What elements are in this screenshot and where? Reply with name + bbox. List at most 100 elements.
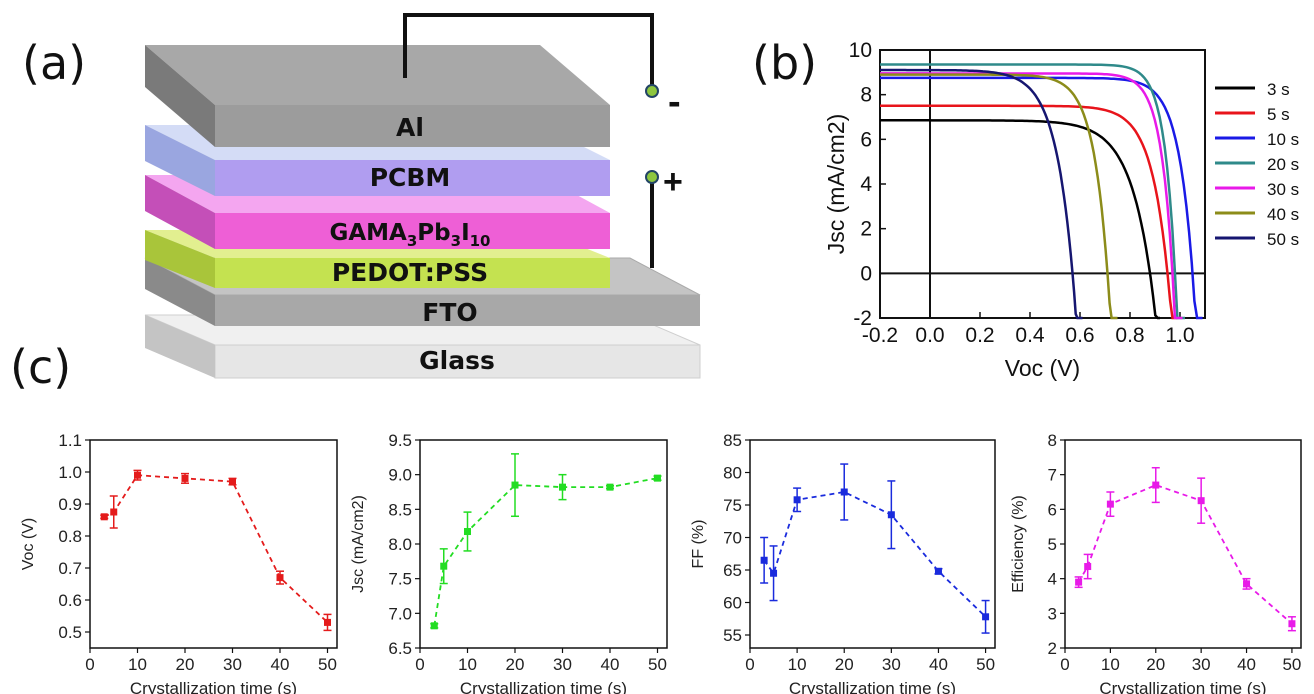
trend-line: [434, 478, 657, 626]
x-tick-label: 20: [1146, 655, 1165, 674]
x-tick-label: 10: [788, 655, 807, 674]
x-tick-label: 0.8: [1115, 324, 1144, 347]
jv-series-30s: [880, 73, 1183, 318]
x-tick-label: 20: [176, 655, 195, 674]
data-point: [229, 478, 236, 485]
y-tick-label: 7.5: [388, 570, 412, 589]
y-tick-label: 6.5: [388, 639, 412, 658]
x-axis-label: Crystallization time (s): [130, 679, 297, 694]
y-tick-label: 0.6: [58, 591, 82, 610]
data-point: [761, 557, 768, 564]
positive-sign: +: [663, 163, 683, 201]
x-tick-label: 50: [976, 655, 995, 674]
y-tick-label: 0.8: [58, 527, 82, 546]
y-tick-label: 4: [1048, 570, 1057, 589]
data-point: [559, 484, 566, 491]
jv-series-40s: [880, 75, 1118, 318]
data-point: [1107, 501, 1114, 508]
x-tick-label: 0.6: [1065, 324, 1094, 347]
y-tick-label: 65: [723, 561, 742, 580]
x-tick-label: 0.4: [1015, 324, 1045, 347]
y-tick-label: 7: [1048, 466, 1057, 485]
y-tick-label: 9.5: [388, 431, 412, 450]
voc-vs-time-chart: 0 10 20 30 40 50 0.5 0.6 0.7 0.8 0.9 1.0 1.1 Crystall…: [15, 420, 350, 694]
data-point: [1152, 482, 1159, 489]
layer-label-fto: FTO: [422, 298, 477, 327]
data-point: [512, 482, 519, 489]
y-tick-label: 75: [723, 496, 742, 515]
plot-frame: [90, 440, 337, 648]
x-tick-label: 0.2: [965, 324, 994, 347]
x-tick-label: 30: [1192, 655, 1211, 674]
data-point: [1084, 563, 1091, 570]
y-tick-label: 2: [860, 218, 872, 241]
y-tick-label: 0: [860, 262, 872, 285]
data-point: [654, 475, 661, 482]
legend-label: 20 s: [1267, 155, 1299, 174]
data-point: [1243, 580, 1250, 587]
x-tick-label: 50: [1282, 655, 1301, 674]
plot-frame: [880, 50, 1205, 318]
y-tick-label: 6: [860, 128, 872, 151]
jv-series-20s: [880, 65, 1185, 319]
y-tick-label: 55: [723, 626, 742, 645]
negative-sign: -: [668, 81, 681, 123]
layer-label-pcbm: PCBM: [370, 163, 451, 192]
x-tick-label: 0: [745, 655, 754, 674]
negative-terminal-icon: [646, 85, 658, 97]
jv-series-3s: [880, 120, 1160, 318]
data-point: [110, 509, 117, 516]
y-tick-label: 1.1: [58, 431, 82, 450]
jv-series-5s: [880, 106, 1178, 318]
x-tick-label: 40: [271, 655, 290, 674]
y-tick-label: 0.7: [58, 559, 82, 578]
y-tick-label: 7.0: [388, 604, 412, 623]
legend-label: 50 s: [1267, 230, 1299, 249]
y-tick-label: 70: [723, 529, 742, 548]
x-tick-label: 0: [85, 655, 94, 674]
layer-al: Al: [145, 45, 610, 147]
x-tick-label: 10: [458, 655, 477, 674]
x-tick-label: 0: [415, 655, 424, 674]
ff-vs-time-chart: 0 10 20 30 40 50 55 60 65 70 75 80 85 Crystallization…: [685, 420, 1005, 694]
jv-curves-chart: -0.2 0.0 0.2 0.4 0.6 0.8 1.0 -2 0 2 4 6 8 10 Voc (V) Js…: [820, 0, 1314, 390]
x-tick-label: 30: [553, 655, 572, 674]
y-tick-label: 8: [860, 84, 872, 107]
x-tick-label: 1.0: [1165, 324, 1194, 347]
x-tick-label: 10: [128, 655, 147, 674]
data-point: [607, 484, 614, 491]
data-point: [182, 475, 189, 482]
y-tick-label: 8: [1048, 431, 1057, 450]
x-tick-label: 30: [882, 655, 901, 674]
legend-label: 10 s: [1267, 130, 1299, 149]
legend-label: 40 s: [1267, 205, 1299, 224]
x-tick-label: 0: [1060, 655, 1069, 674]
x-axis-label: Crystallization time (s): [789, 679, 956, 694]
y-tick-label: 5: [1048, 535, 1057, 554]
y-axis-label: Jsc (mA/cm2): [823, 114, 849, 255]
y-axis-label: Voc (V): [20, 518, 37, 570]
data-point: [1075, 579, 1082, 586]
x-axis-label: Crystallization time (s): [1099, 679, 1266, 694]
plot-frame: [750, 440, 995, 648]
data-point: [134, 472, 141, 479]
y-axis-label: Efficiency (%): [1010, 495, 1027, 593]
x-tick-label: 30: [223, 655, 242, 674]
y-tick-label: 0.9: [58, 495, 82, 514]
x-tick-label: 0.0: [915, 324, 944, 347]
trend-line: [104, 475, 327, 622]
data-point: [935, 568, 942, 575]
plot-frame: [420, 440, 667, 648]
data-point: [101, 513, 108, 520]
y-tick-label: 0.5: [58, 623, 82, 642]
x-tick-label: 20: [506, 655, 525, 674]
data-point: [464, 528, 471, 535]
y-tick-label: 60: [723, 594, 742, 613]
layer-label-glass: Glass: [419, 346, 495, 375]
data-point: [431, 622, 438, 629]
y-tick-label: 9.0: [388, 466, 412, 485]
x-tick-label: 40: [1237, 655, 1256, 674]
data-point: [1288, 620, 1295, 627]
y-tick-label: -2: [853, 307, 872, 330]
legend-label: 3 s: [1267, 80, 1290, 99]
